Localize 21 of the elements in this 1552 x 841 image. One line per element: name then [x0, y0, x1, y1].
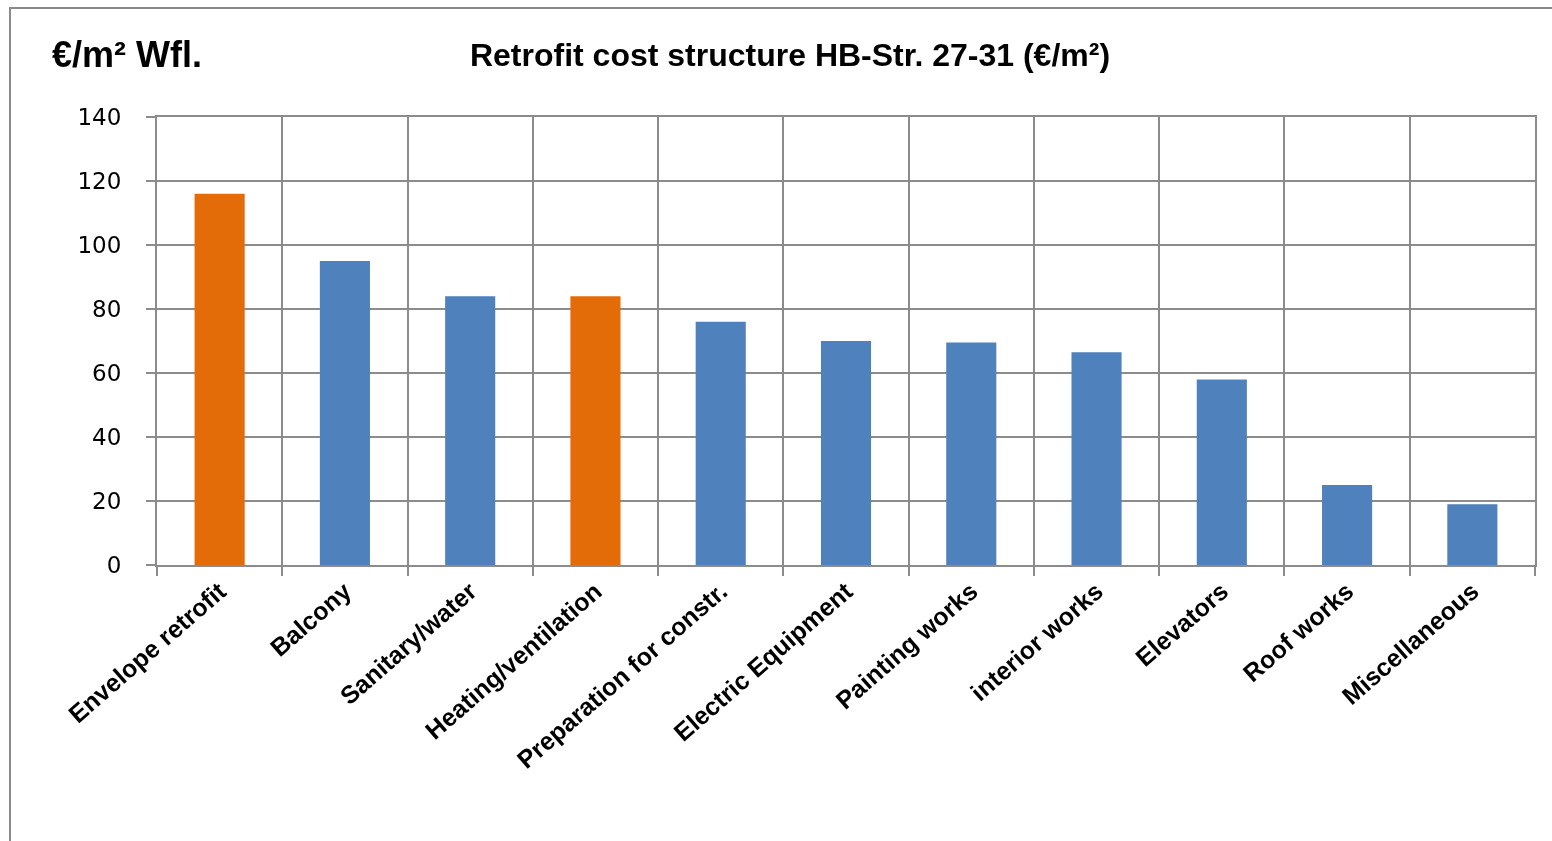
y-tick-label: 100: [77, 232, 122, 259]
y-tick-label: 40: [92, 424, 122, 451]
y-tick-label: 140: [77, 104, 122, 131]
y-tick-label: 0: [106, 552, 122, 579]
bar: [194, 193, 245, 565]
y-tick-label: 60: [92, 360, 122, 387]
bar: [445, 296, 496, 565]
bar: [1447, 504, 1498, 565]
bar: [319, 261, 370, 565]
y-tick-label: 80: [92, 296, 122, 323]
bar: [1071, 352, 1122, 565]
y-tick-label: 120: [77, 168, 122, 195]
bar: [946, 342, 997, 565]
chart-title: Retrofit cost structure HB-Str. 27-31 (€/m²): [469, 37, 1111, 74]
bar: [820, 341, 872, 565]
bar: [570, 296, 621, 565]
y-tick-label: 20: [92, 488, 122, 515]
bar: [1322, 485, 1373, 565]
bar: [1196, 379, 1247, 565]
y-axis-title: €/m² Wfl.: [52, 34, 202, 75]
bar: [695, 321, 746, 565]
